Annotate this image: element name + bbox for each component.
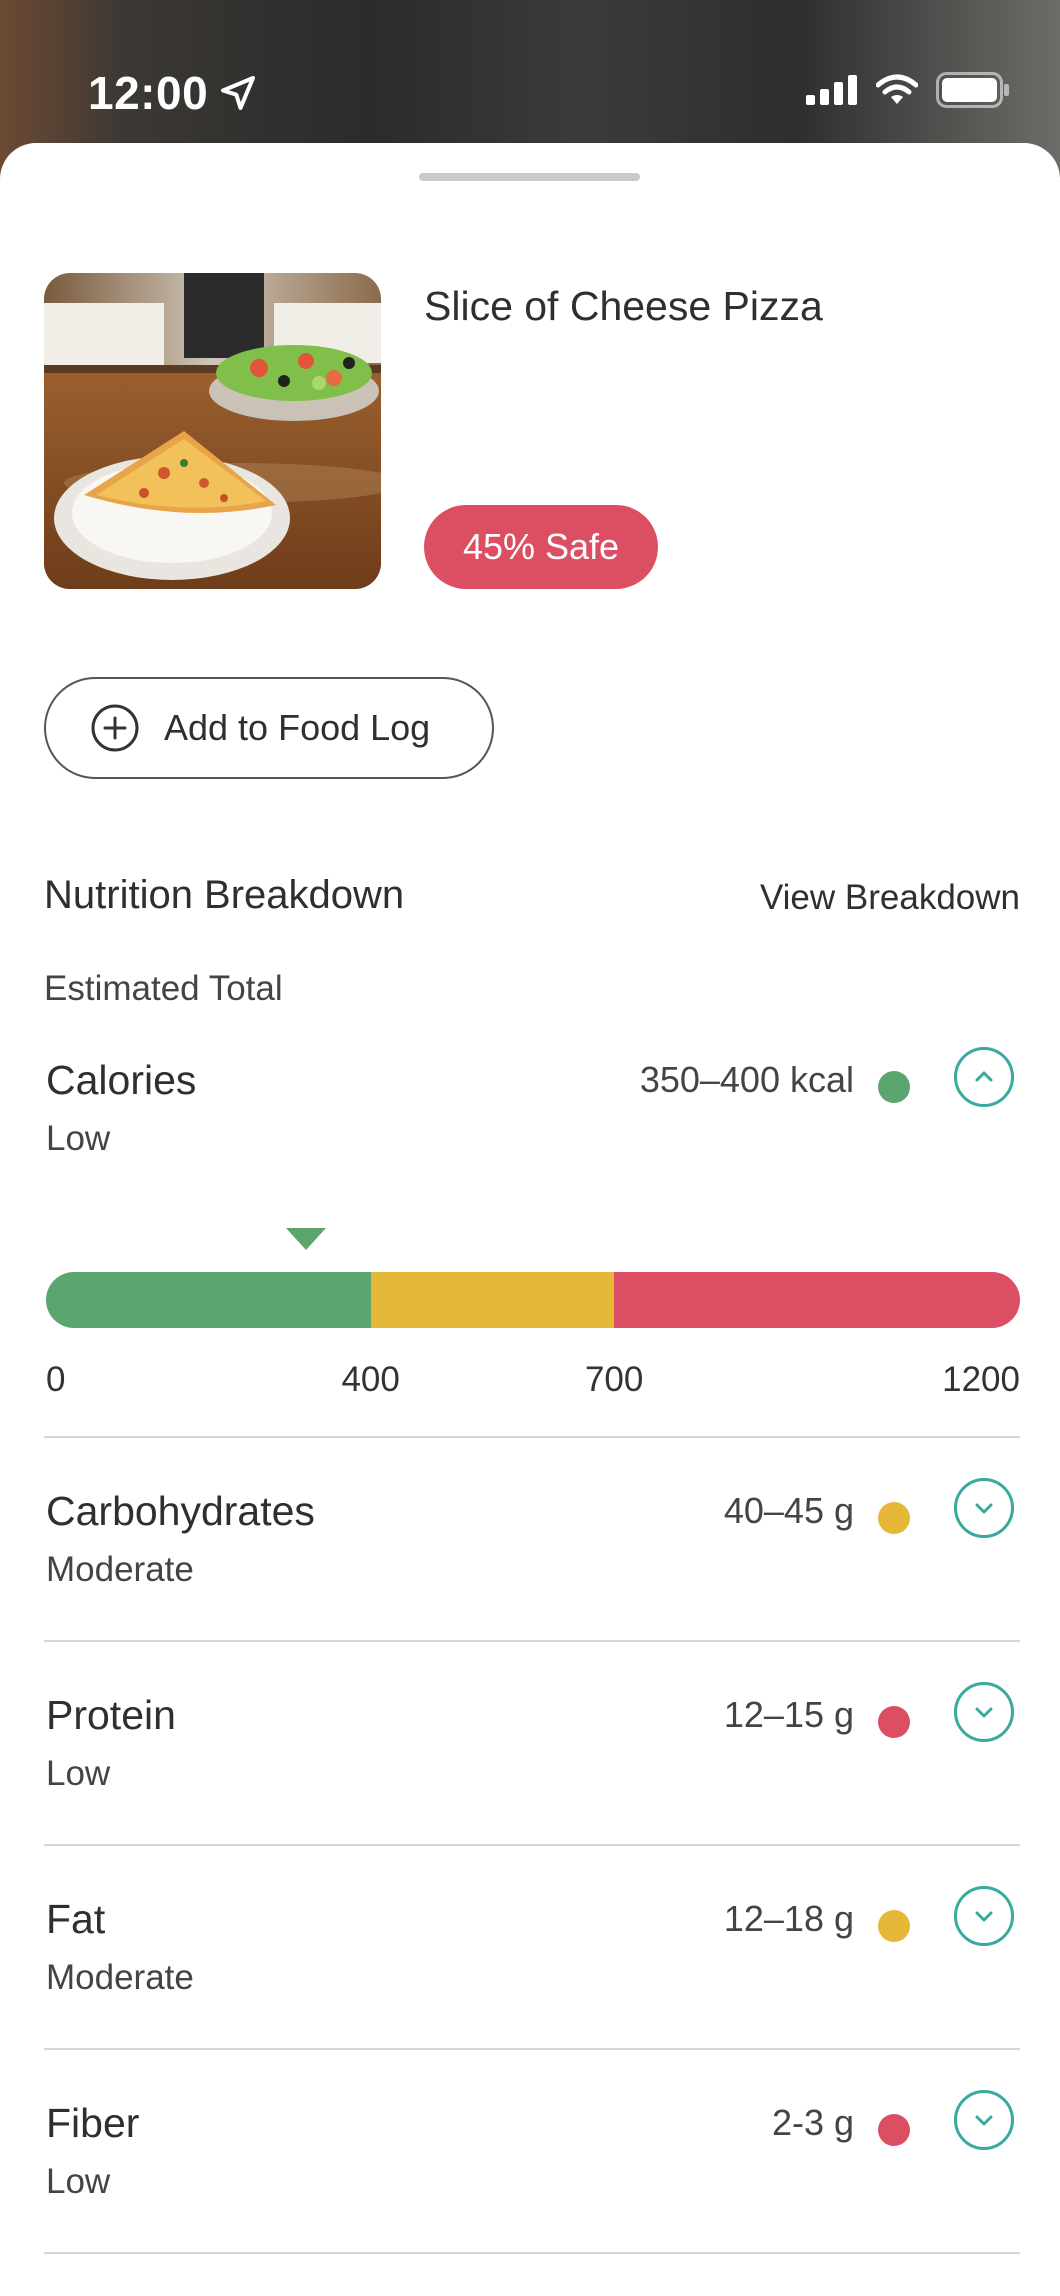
add-to-food-log-label: Add to Food Log bbox=[164, 707, 431, 748]
calorie-scale: 0 400 700 1200 bbox=[46, 1228, 1020, 1399]
expand-toggle-button[interactable] bbox=[954, 1886, 1014, 1946]
scale-tick-label: 400 bbox=[341, 1360, 400, 1399]
safety-score-badge: 45% Safe bbox=[424, 505, 658, 589]
cellular-signal-icon bbox=[806, 75, 857, 105]
nutrient-value: 12–15 g bbox=[723, 1694, 854, 1735]
divider bbox=[44, 2048, 1020, 2050]
battery-icon bbox=[936, 72, 1009, 108]
estimated-total-label: Estimated Total bbox=[44, 969, 283, 1008]
chevron-down-icon bbox=[975, 2115, 993, 2126]
sheet-grabber[interactable] bbox=[419, 173, 640, 181]
nutrient-level: Low bbox=[46, 1754, 111, 1793]
calorie-marker-icon bbox=[285, 1228, 326, 1250]
calorie-scale-bar bbox=[46, 1272, 1020, 1328]
nutrient-status-dot bbox=[878, 1910, 910, 1942]
scale-segment-low bbox=[46, 1272, 371, 1328]
nutrient-status-dot bbox=[878, 1706, 910, 1738]
chevron-down-icon bbox=[975, 1707, 993, 1718]
nutrient-value: 2-3 g bbox=[771, 2102, 854, 2143]
nutrient-row-protein: Protein Low 12–15 g bbox=[44, 1682, 1020, 1793]
status-time: 12:00 bbox=[88, 66, 258, 120]
nutrient-status-dot bbox=[878, 1502, 910, 1534]
divider bbox=[44, 2252, 1020, 2254]
view-breakdown-link[interactable]: View Breakdown bbox=[759, 878, 1020, 917]
nutrient-value: 350–400 kcal bbox=[639, 1059, 854, 1100]
nutrient-level: Low bbox=[46, 1119, 111, 1158]
nutrient-name: Fiber bbox=[46, 2100, 140, 2146]
nutrient-row-fiber: Fiber Low 2-3 g bbox=[44, 2090, 1020, 2201]
expand-toggle-button[interactable] bbox=[954, 1478, 1014, 1538]
divider bbox=[44, 1844, 1020, 1846]
status-bar: 12:00 bbox=[0, 0, 1060, 145]
status-indicators bbox=[806, 72, 1010, 108]
collapse-toggle-button[interactable] bbox=[954, 1047, 1014, 1107]
nutrition-breakdown-title: Nutrition Breakdown bbox=[44, 873, 405, 917]
location-arrow-icon bbox=[221, 76, 256, 110]
nutrient-row-carbohydrates: Carbohydrates Moderate 40–45 g bbox=[44, 1478, 1020, 1589]
nutrient-row-calories: Calories Low 350–400 kcal bbox=[44, 1047, 1020, 1158]
chevron-up-icon bbox=[975, 1071, 993, 1082]
nutrient-level: Moderate bbox=[46, 1958, 194, 1997]
scale-segment-moderate bbox=[370, 1272, 615, 1328]
chevron-down-icon bbox=[975, 1911, 993, 1922]
scale-tick-label: 700 bbox=[584, 1360, 644, 1399]
expand-toggle-button[interactable] bbox=[954, 1682, 1014, 1742]
expand-toggle-button[interactable] bbox=[954, 2090, 1014, 2150]
nutrient-level: Low bbox=[46, 2162, 111, 2201]
nutrient-name: Protein bbox=[46, 1692, 176, 1738]
wifi-icon bbox=[876, 74, 918, 104]
nutrient-value: 40–45 g bbox=[723, 1490, 854, 1531]
add-to-food-log-button[interactable]: Add to Food Log bbox=[44, 677, 494, 779]
divider bbox=[44, 1436, 1020, 1438]
food-title: Slice of Cheese Pizza bbox=[424, 283, 823, 329]
nutrient-status-dot bbox=[878, 1071, 910, 1103]
clock: 12:00 bbox=[88, 67, 209, 119]
divider bbox=[44, 1640, 1020, 1642]
nutrient-name: Calories bbox=[46, 1057, 197, 1103]
chevron-down-icon bbox=[975, 1503, 993, 1514]
food-photo bbox=[44, 273, 381, 589]
scale-tick-label: 1200 bbox=[942, 1360, 1020, 1399]
nutrient-name: Carbohydrates bbox=[46, 1488, 315, 1534]
nutrient-level: Moderate bbox=[46, 1550, 194, 1589]
scale-tick-label: 0 bbox=[46, 1360, 66, 1399]
food-detail-sheet: Slice of Cheese Pizza 45% Safe Add to Fo… bbox=[0, 143, 1060, 2296]
nutrient-row-fat: Fat Moderate 12–18 g bbox=[44, 1886, 1020, 1997]
nutrient-name: Fat bbox=[46, 1896, 106, 1942]
nutrient-value: 12–18 g bbox=[723, 1898, 854, 1939]
nutrient-status-dot bbox=[878, 2114, 910, 2146]
scale-segment-high bbox=[614, 1272, 1020, 1328]
plus-circle-icon bbox=[91, 704, 139, 752]
